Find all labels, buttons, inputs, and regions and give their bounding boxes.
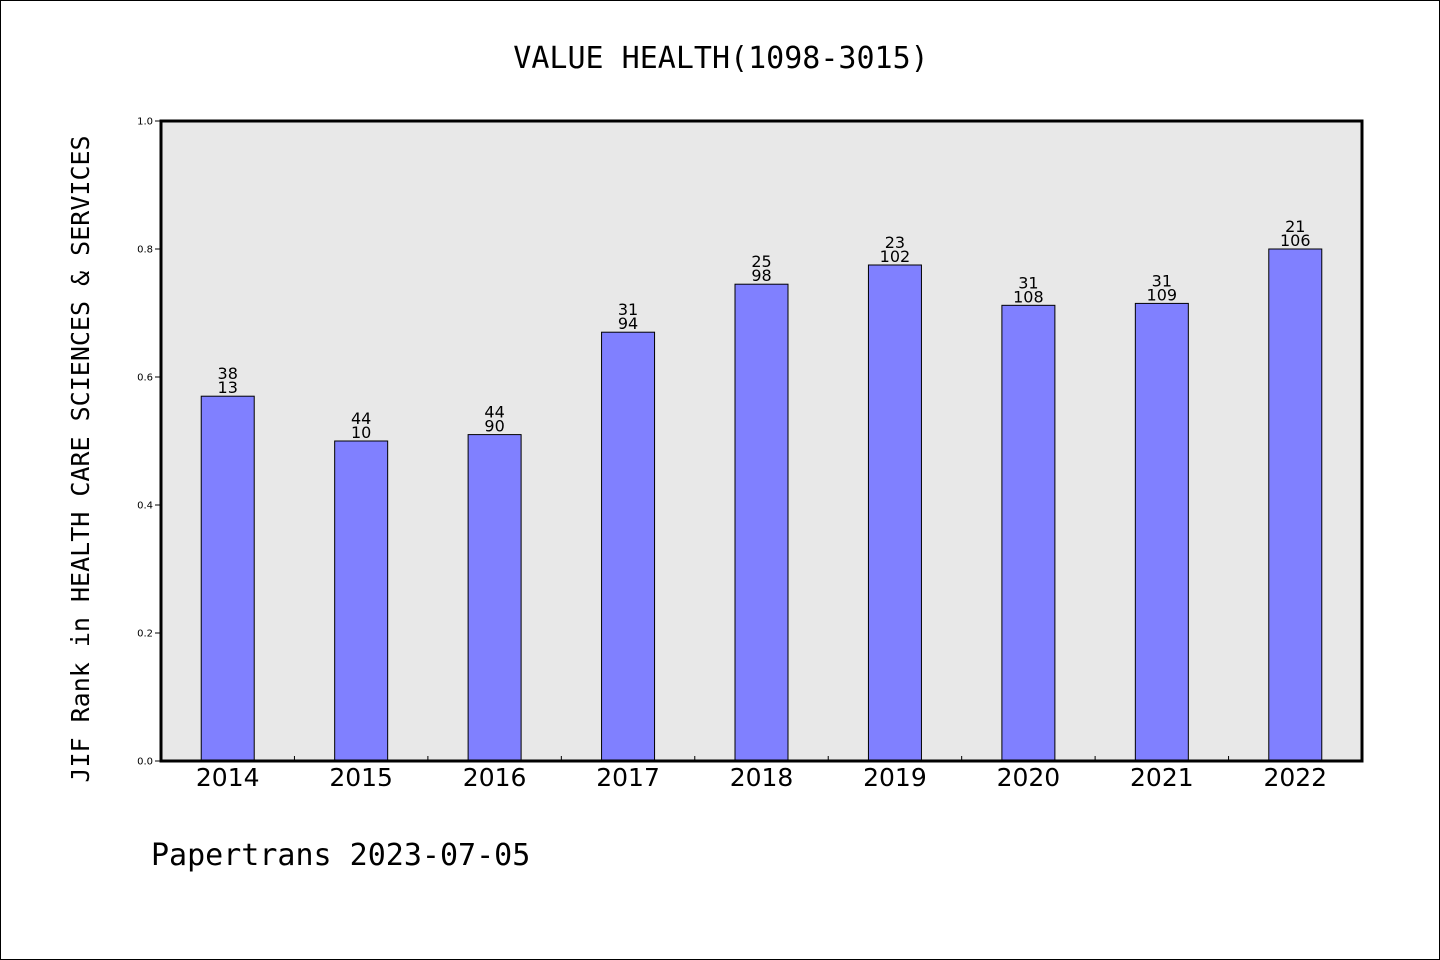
x-tick-label: 2019	[863, 763, 927, 792]
chart-title: VALUE HEALTH(1098-3015)	[513, 41, 928, 76]
bar-label-bottom: 98	[751, 266, 771, 285]
footer-text: Papertrans 2023-07-05	[151, 838, 530, 873]
bar-2018	[734, 283, 789, 762]
y-axis-ticks: 0.0 0.2 0.4 0.6 0.8 1.0	[137, 117, 161, 768]
plot-border	[159, 119, 1364, 763]
bar-label-bottom: 13	[218, 378, 238, 397]
bar-label-bottom: 10	[351, 423, 371, 442]
x-tick-label: 2017	[596, 763, 660, 792]
bar-label-bottom: 102	[880, 247, 911, 266]
bar-2022	[1268, 248, 1323, 762]
bar-label-top: 31	[1152, 271, 1172, 290]
y-tick-label: 1.0	[137, 117, 153, 128]
x-tick-label: 2021	[1130, 763, 1194, 792]
y-tick-label: 0.8	[137, 245, 153, 256]
bar-label-bottom: 108	[1013, 287, 1044, 306]
y-tick-label: 0.6	[137, 373, 153, 384]
bar-label-bottom: 90	[484, 417, 504, 436]
bar-label-bottom: 106	[1280, 231, 1311, 250]
bar-label-bottom: 109	[1147, 285, 1178, 304]
y-tick-label: 0.2	[137, 629, 153, 640]
bar-2017	[601, 331, 656, 762]
x-tick-label: 2020	[997, 763, 1061, 792]
bar-label-top: 31	[618, 300, 638, 319]
bar-label-top: 23	[885, 233, 905, 252]
bar-label-top: 21	[1285, 217, 1305, 236]
x-tick-label: 2016	[463, 763, 527, 792]
bars	[200, 248, 1323, 762]
x-tick-label: 2015	[329, 763, 393, 792]
x-axis-ticks: 2014 2015 2016 2017 2018 2019 2020 2021 2022	[196, 756, 1327, 792]
x-tick-label: 2022	[1263, 763, 1327, 792]
y-axis-label: JIF Rank in HEALTH CARE SCIENCES & SERVI…	[66, 135, 95, 782]
bar-2021	[1134, 302, 1189, 762]
bar-label-top: 44	[351, 409, 371, 428]
x-tick-label: 2018	[730, 763, 794, 792]
bar-label-top: 38	[218, 364, 238, 383]
y-tick-label: 0.4	[137, 501, 153, 512]
bar-label-bottom: 94	[618, 314, 638, 333]
y-tick-label: 0.0	[137, 757, 153, 768]
bar-label-top: 31	[1018, 273, 1038, 292]
bar-2020	[1001, 304, 1056, 762]
bar-2019	[867, 264, 922, 762]
bar-label-top: 25	[751, 252, 771, 271]
bar-label-top: 44	[484, 403, 504, 422]
x-tick-label: 2014	[196, 763, 260, 792]
bar-2015	[334, 440, 389, 762]
bar-2014	[200, 395, 255, 762]
bar-2016	[467, 434, 522, 762]
